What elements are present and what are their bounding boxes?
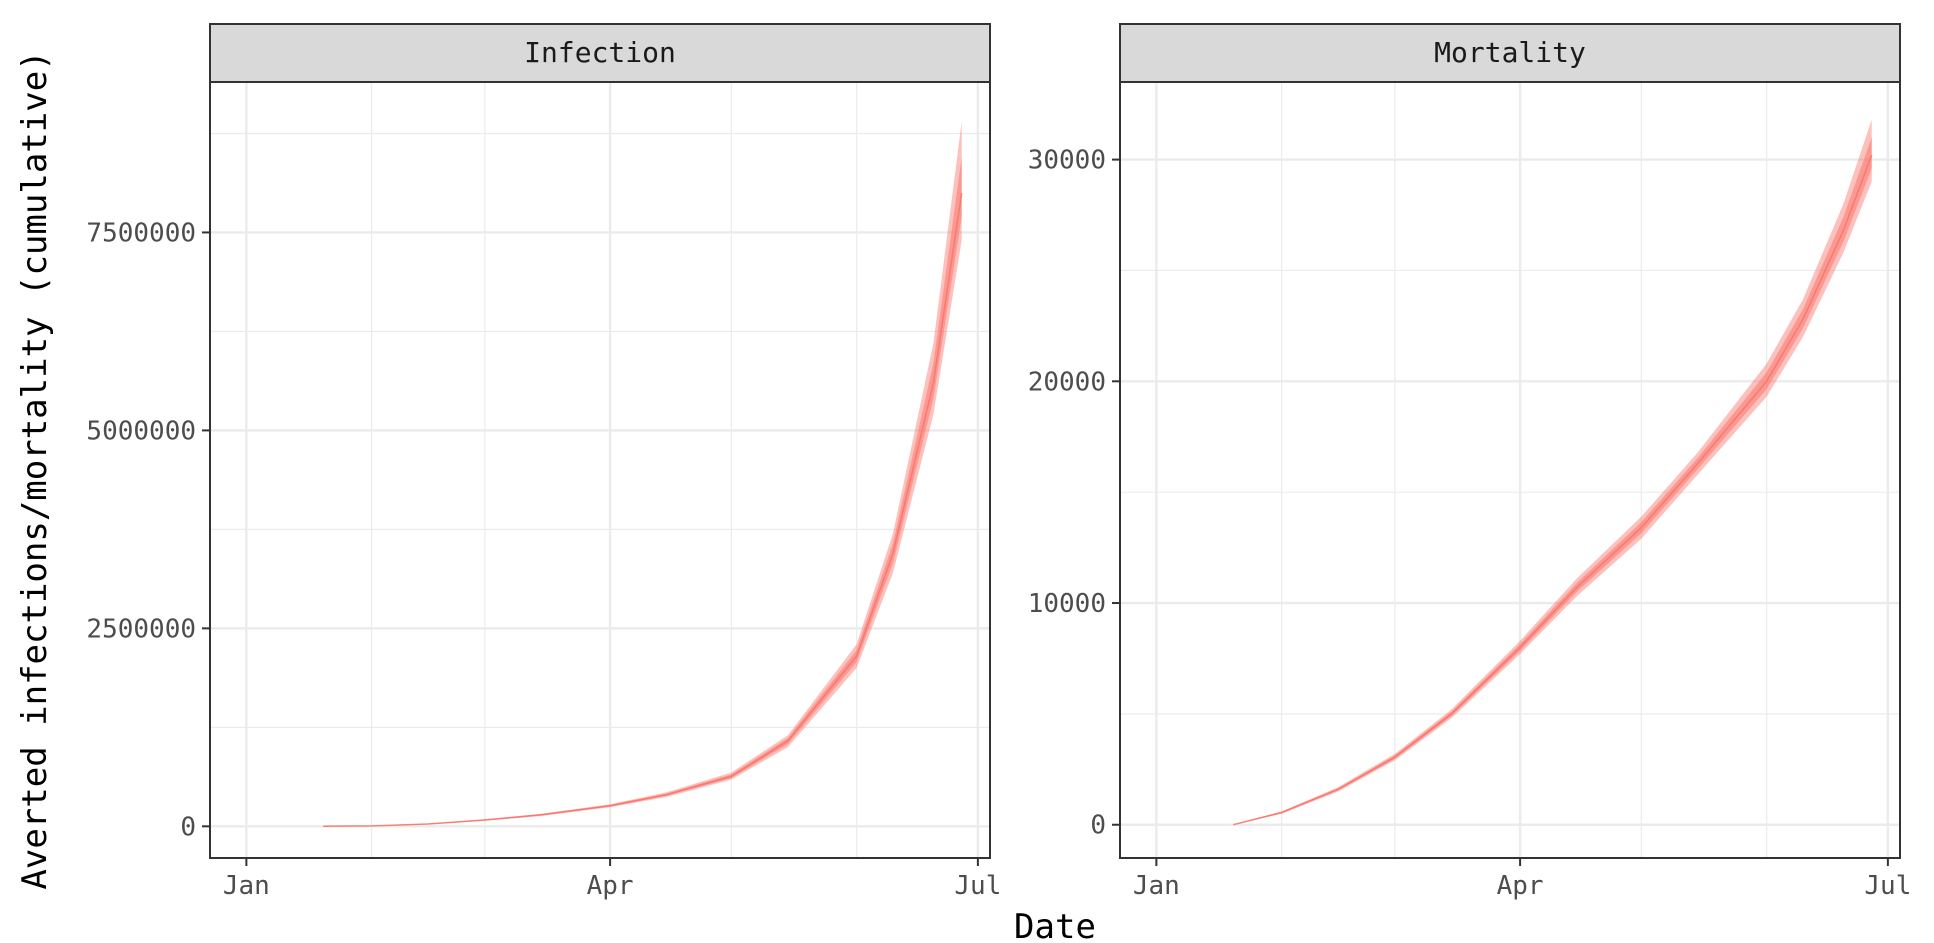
x-tick-label: Apr bbox=[587, 871, 634, 901]
data-infection bbox=[323, 121, 963, 828]
y-axis-mortality: 0 10000 20000 30000 bbox=[1028, 146, 1120, 841]
grid-mortality bbox=[1120, 82, 1900, 858]
x-tick-label: Jan bbox=[1133, 871, 1180, 901]
uncertainty-band-outer bbox=[1233, 119, 1872, 825]
x-axis-title: Date bbox=[1014, 907, 1096, 943]
uncertainty-band-outer bbox=[323, 121, 962, 827]
median-line bbox=[1233, 154, 1873, 826]
y-tick-label: 20000 bbox=[1028, 367, 1106, 397]
y-tick-label: 2500000 bbox=[86, 614, 196, 644]
y-tick-label: 0 bbox=[1090, 811, 1106, 841]
y-tick-label: 0 bbox=[180, 812, 196, 842]
x-tick-label: Jul bbox=[954, 871, 1001, 901]
uncertainty-band-inner bbox=[1233, 137, 1872, 825]
data-mortality bbox=[1233, 119, 1873, 826]
x-axis-mortality: Jan Apr Jul bbox=[1133, 858, 1911, 901]
y-tick-label: 30000 bbox=[1028, 146, 1106, 176]
panel-border-infection bbox=[209, 81, 991, 859]
strip-label-mortality: Mortality bbox=[1434, 36, 1586, 69]
y-axis-infection: 0 2500000 5000000 7500000 bbox=[86, 218, 210, 842]
strip-label-infection: Infection bbox=[524, 36, 676, 69]
y-axis-title: Averted infections/mortality (cumulative… bbox=[15, 50, 55, 889]
panel-mortality: Mortality 0 10000 20000 30000 Jan Apr Jul bbox=[1028, 23, 1911, 901]
x-axis-infection: Jan Apr Jul bbox=[223, 858, 1001, 901]
uncertainty-band-inner bbox=[323, 157, 962, 827]
grid-infection bbox=[210, 82, 990, 858]
median-line bbox=[323, 192, 963, 828]
strip-infection bbox=[209, 23, 991, 83]
x-tick-label: Apr bbox=[1497, 871, 1544, 901]
y-tick-label: 10000 bbox=[1028, 589, 1106, 619]
y-tick-label: 5000000 bbox=[86, 416, 196, 446]
x-tick-label: Jan bbox=[223, 871, 270, 901]
x-tick-label: Jul bbox=[1864, 871, 1911, 901]
panel-border-mortality bbox=[1119, 81, 1901, 859]
y-tick-label: 7500000 bbox=[86, 218, 196, 248]
